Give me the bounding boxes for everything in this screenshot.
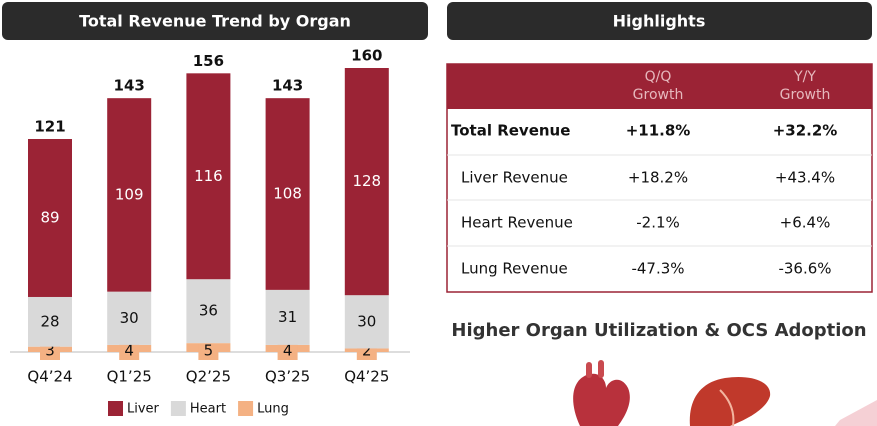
table-cell: +11.8% <box>626 122 691 140</box>
bar-segment <box>265 98 310 290</box>
legend-swatch <box>238 401 254 416</box>
table-cell: +32.2% <box>773 122 838 140</box>
table-cell: -36.6% <box>778 260 831 278</box>
x-tick-label: Q2’25 <box>186 368 231 386</box>
table-cell: -47.3% <box>631 260 684 278</box>
bar-segment <box>344 68 389 296</box>
bar-segment <box>186 279 231 344</box>
value-label: 28 <box>40 312 59 330</box>
label-bg <box>119 344 140 360</box>
bar-segment <box>265 289 310 345</box>
total-label: 143 <box>114 77 145 95</box>
value-label: 89 <box>40 208 59 226</box>
label-bg <box>198 344 219 360</box>
x-tick-label: Q3’25 <box>265 368 310 386</box>
value-label: 30 <box>357 312 376 330</box>
value-label: 109 <box>115 185 144 203</box>
decor <box>835 400 877 426</box>
table-cell: +18.2% <box>628 169 688 187</box>
legend-swatch <box>170 401 186 416</box>
label-bg <box>277 344 298 360</box>
heart-icon <box>573 360 630 426</box>
legend-swatch <box>108 401 123 416</box>
value-label: 4 <box>283 342 293 360</box>
bar-segment <box>107 291 152 345</box>
row-label: Lung Revenue <box>461 260 568 278</box>
value-label: 31 <box>278 308 297 326</box>
table-header <box>447 64 872 109</box>
highlights-title: Highlights <box>613 12 706 31</box>
bar-segment <box>28 296 72 347</box>
value-label: 5 <box>204 342 214 360</box>
chart-title: Total Revenue Trend by Organ <box>79 12 351 31</box>
x-tick-label: Q1’25 <box>107 368 152 386</box>
value-label: 3 <box>45 342 55 360</box>
value-label: 128 <box>352 172 381 190</box>
label-bg <box>40 344 60 360</box>
subheading: Higher Organ Utilization & OCS Adoption <box>451 320 866 341</box>
x-tick-label: Q4’25 <box>344 368 389 386</box>
table-cell: +43.4% <box>775 169 835 187</box>
table-header-cell: Growth <box>633 87 684 103</box>
bar-segment <box>107 98 152 292</box>
bar-segment <box>186 73 231 280</box>
value-label: 30 <box>120 309 139 327</box>
bar-segment <box>344 295 389 349</box>
table-header-cell: Growth <box>780 87 831 103</box>
chart-header <box>2 2 428 40</box>
table-header-cell: Y/Y <box>793 69 816 85</box>
x-tick-label: Q4’24 <box>27 368 72 386</box>
value-label: 2 <box>362 342 372 360</box>
row-label: Liver Revenue <box>461 169 568 187</box>
value-label: 4 <box>124 342 134 360</box>
bar-segment <box>28 139 72 297</box>
table-cell: -2.1% <box>636 214 680 232</box>
value-label: 116 <box>194 167 223 185</box>
highlights-header <box>447 2 872 40</box>
total-label: 156 <box>193 52 224 70</box>
table-cell: +6.4% <box>780 214 831 232</box>
legend-label: Liver <box>127 402 160 417</box>
row-label: Heart Revenue <box>461 214 573 232</box>
table-header-cell: Q/Q <box>645 69 672 85</box>
value-label: 108 <box>273 185 302 203</box>
total-label: 160 <box>351 47 382 65</box>
liver-icon <box>689 376 771 426</box>
value-label: 36 <box>199 302 218 320</box>
row-label: Total Revenue <box>451 122 570 140</box>
total-label: 143 <box>272 77 303 95</box>
total-label: 121 <box>34 118 65 136</box>
legend-label: Heart <box>190 402 226 417</box>
legend-label: Lung <box>257 402 289 417</box>
